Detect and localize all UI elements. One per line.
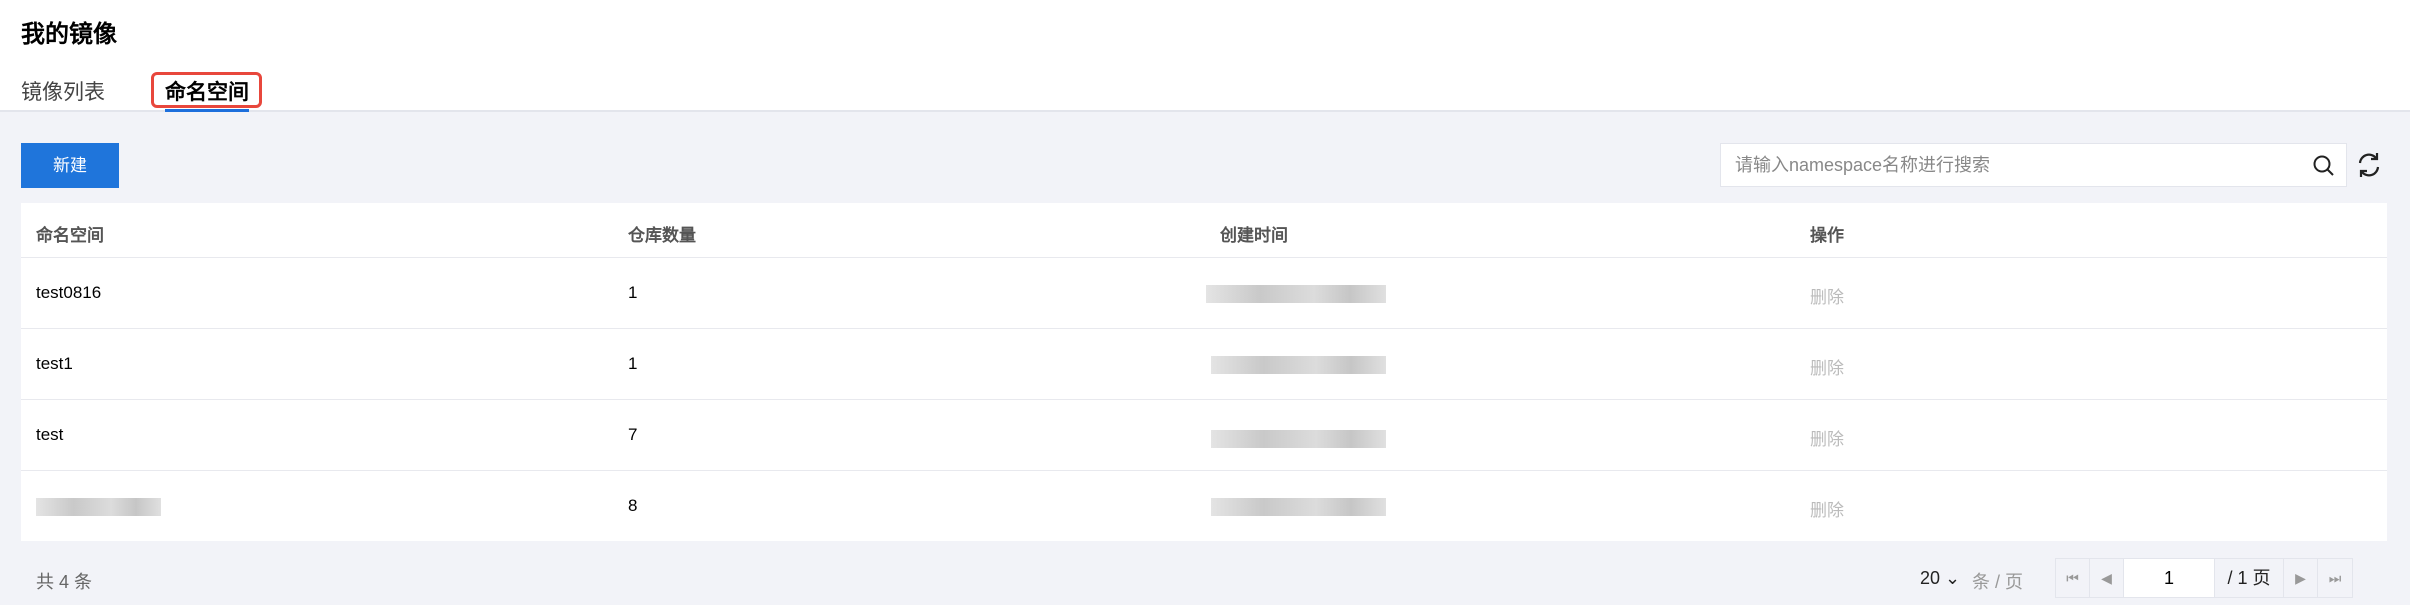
search-input[interactable]	[1721, 144, 2281, 186]
namespace-table: 命名空间 仓库数量 创建时间 操作 test0816 1 删除 test1 1 …	[21, 203, 2387, 541]
search-icon[interactable]	[2312, 154, 2336, 183]
table-header: 命名空间 仓库数量 创建时间 操作	[21, 203, 2387, 258]
table-row: test 7 删除	[21, 400, 2387, 471]
table-row: test1 1 删除	[21, 329, 2387, 400]
refresh-icon[interactable]	[2356, 151, 2382, 184]
redacted-time	[1211, 498, 1386, 516]
first-page-icon[interactable]: ⏮	[2056, 559, 2090, 597]
namespace-name[interactable]: test1	[36, 354, 73, 373]
table-row: test0816 1 删除	[21, 258, 2387, 329]
redacted-namespace-name[interactable]	[36, 498, 161, 516]
column-header: 命名空间	[36, 226, 104, 245]
chevron-down-icon: ⌄	[1945, 568, 1961, 588]
page-header: 我的镜像 镜像列表 命名空间	[0, 0, 2410, 112]
search-box	[1720, 143, 2347, 187]
redacted-time	[1211, 356, 1386, 374]
repo-count: 8	[628, 496, 638, 515]
redacted-time	[1211, 430, 1386, 448]
repo-count: 1	[628, 283, 638, 302]
highlight-box	[151, 72, 262, 108]
prev-page-icon[interactable]: ◀	[2090, 559, 2124, 597]
delete-link[interactable]: 删除	[1810, 430, 1844, 449]
total-count: 共 4 条	[36, 572, 93, 592]
delete-link[interactable]: 删除	[1810, 359, 1844, 378]
column-header: 操作	[1810, 226, 1844, 245]
repo-count: 7	[628, 425, 638, 444]
delete-link[interactable]: 删除	[1810, 501, 1844, 520]
pagination: ⏮ ◀ / 1 页 ▶ ⏭	[2055, 558, 2353, 598]
tab-namespace[interactable]: 命名空间	[165, 81, 249, 104]
namespace-name[interactable]: test0816	[36, 283, 102, 302]
redacted-time	[1206, 285, 1386, 303]
total-pages: / 1 页	[2214, 559, 2284, 597]
repo-count: 1	[628, 354, 638, 373]
page-size-unit: 条 / 页	[1972, 572, 2024, 592]
page-size-select[interactable]: 20 ⌄	[1920, 568, 1960, 589]
next-page-icon[interactable]: ▶	[2284, 559, 2318, 597]
delete-link[interactable]: 删除	[1810, 288, 1844, 307]
active-tab-indicator	[165, 109, 249, 112]
page-input[interactable]	[2124, 559, 2214, 597]
column-header: 仓库数量	[628, 226, 696, 245]
tab-image-list[interactable]: 镜像列表	[21, 81, 105, 104]
new-button[interactable]: 新建	[21, 143, 119, 188]
column-header: 创建时间	[1220, 226, 1288, 245]
page-size: 20	[1920, 568, 1941, 588]
page-title: 我的镜像	[21, 21, 117, 48]
namespace-name[interactable]: test	[36, 425, 64, 444]
table-row: 8 删除	[21, 471, 2387, 541]
last-page-icon[interactable]: ⏭	[2328, 570, 2342, 586]
